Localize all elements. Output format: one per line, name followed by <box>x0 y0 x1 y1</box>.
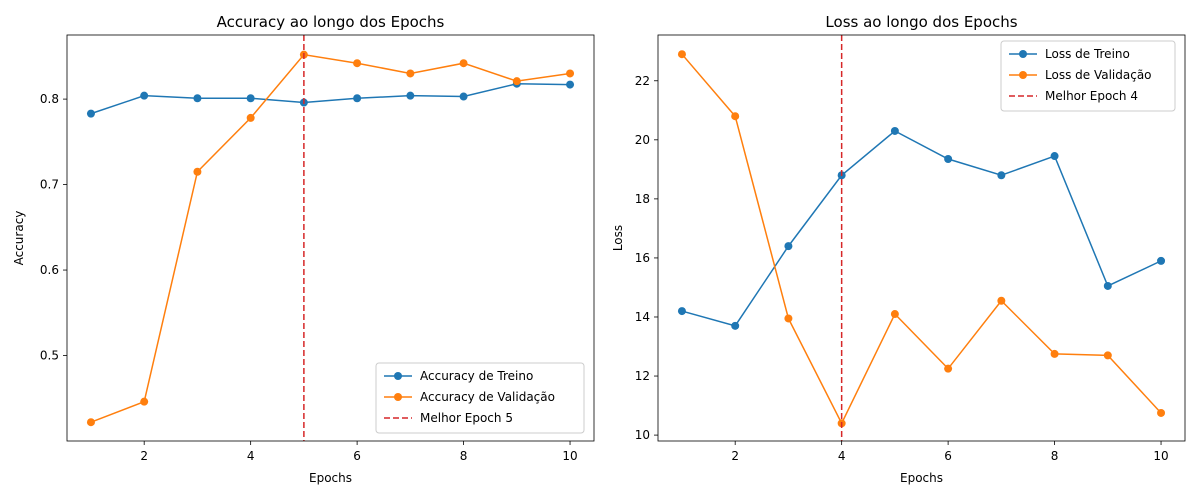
legend-item: Accuracy de Treino <box>384 369 533 383</box>
data-point-train <box>1157 256 1166 265</box>
y-tick-label: 18 <box>635 192 650 206</box>
legend-marker <box>1019 71 1027 79</box>
data-point-train <box>784 242 793 251</box>
x-tick-label: 4 <box>838 449 846 463</box>
legend-label: Accuracy de Validação <box>420 390 555 404</box>
chart-loss: Loss ao longo dos Epochs 2 4 6 8 10 10 12 14 16 18… <box>611 13 1186 485</box>
legend-label: Loss de Treino <box>1045 47 1130 61</box>
data-point-train <box>677 307 686 316</box>
x-tick-label: 2 <box>140 449 148 463</box>
legend: Loss de Treino Loss de Validação Melhor Ep… <box>1000 40 1176 112</box>
chart-title: Loss ao longo dos Epochs <box>825 13 1017 31</box>
y-tick-label: 0.6 <box>40 263 59 277</box>
data-point-validation <box>140 397 149 406</box>
data-point-train <box>566 80 575 89</box>
legend-label: Melhor Epoch 4 <box>1045 89 1138 103</box>
series-line-validation <box>90 53 571 423</box>
data-point-train <box>1050 152 1059 161</box>
x-tick-label: 6 <box>353 449 361 463</box>
data-point-validation <box>997 296 1006 305</box>
y-axis-label: Accuracy <box>12 211 26 266</box>
legend-marker <box>394 393 402 401</box>
plot-area <box>86 35 575 441</box>
legend-item: Loss de Validação <box>1009 68 1152 82</box>
data-point-validation <box>566 69 575 78</box>
data-point-train <box>731 321 740 330</box>
y-tick-label: 14 <box>635 310 650 324</box>
data-point-validation <box>406 69 415 78</box>
data-point-train <box>1103 281 1112 290</box>
legend-marker <box>1019 50 1027 58</box>
x-tick-label: 10 <box>1153 449 1168 463</box>
data-point-validation <box>1050 349 1059 358</box>
data-point-validation <box>1157 408 1166 417</box>
data-point-validation <box>353 59 362 68</box>
x-tick-label: 8 <box>1051 449 1059 463</box>
data-point-validation <box>944 364 953 373</box>
data-point-train <box>246 94 255 103</box>
legend-item: Accuracy de Validação <box>384 390 555 404</box>
data-point-train <box>406 91 415 100</box>
legend-item: Melhor Epoch 4 <box>1009 89 1138 103</box>
legend-box <box>1000 40 1176 112</box>
data-point-train <box>353 94 362 103</box>
legend-item: Melhor Epoch 5 <box>384 411 513 425</box>
legend-label: Loss de Validação <box>1045 68 1152 82</box>
y-tick-label: 0.5 <box>40 349 59 363</box>
y-tick-label: 0.7 <box>40 178 59 192</box>
y-tick-label: 22 <box>635 74 650 88</box>
legend-box <box>375 362 585 434</box>
data-point-validation <box>677 50 686 59</box>
x-tick-label: 10 <box>562 449 577 463</box>
data-point-validation <box>890 310 899 319</box>
series-line-train <box>90 82 571 115</box>
plot-area <box>677 35 1166 441</box>
data-point-validation <box>459 59 468 68</box>
legend-marker <box>394 372 402 380</box>
x-tick-label: 8 <box>460 449 468 463</box>
x-axis-label: Epochs <box>900 471 943 485</box>
chart-title: Accuracy ao longo dos Epochs <box>217 13 445 31</box>
x-tick-label: 2 <box>731 449 739 463</box>
chart-accuracy: Accuracy ao longo dos Epochs 2 4 6 8 10 0.5 0.6… <box>12 13 595 485</box>
data-point-validation <box>512 77 521 86</box>
data-point-train <box>997 171 1006 180</box>
legend-item: Loss de Treino <box>1009 47 1130 61</box>
x-axis-label: Epochs <box>309 471 352 485</box>
x-tick-label: 6 <box>944 449 952 463</box>
y-tick-label: 10 <box>635 428 650 442</box>
legend-label: Melhor Epoch 5 <box>420 411 513 425</box>
y-tick-label: 16 <box>635 251 650 265</box>
data-point-train <box>140 91 149 100</box>
axes-frame <box>657 34 1186 442</box>
data-point-validation <box>1103 351 1112 360</box>
data-point-train <box>193 94 202 103</box>
data-point-train <box>86 109 95 118</box>
data-point-validation <box>246 113 255 122</box>
data-point-train <box>890 126 899 135</box>
data-point-validation <box>86 418 95 427</box>
series-line-train <box>681 130 1162 327</box>
data-point-train <box>944 155 953 164</box>
data-point-train <box>459 92 468 101</box>
y-axis-label: Loss <box>611 225 625 251</box>
legend: Accuracy de Treino Accuracy de Validação M… <box>375 362 585 434</box>
data-point-validation <box>731 112 740 121</box>
data-point-validation <box>784 314 793 323</box>
y-tick-label: 12 <box>635 369 650 383</box>
legend-label: Accuracy de Treino <box>420 369 533 383</box>
x-tick-label: 4 <box>247 449 255 463</box>
axes-frame <box>66 34 595 442</box>
y-tick-label: 0.8 <box>40 92 59 106</box>
data-point-validation <box>193 167 202 176</box>
series-line-validation <box>681 53 1162 425</box>
y-tick-label: 20 <box>635 133 650 147</box>
